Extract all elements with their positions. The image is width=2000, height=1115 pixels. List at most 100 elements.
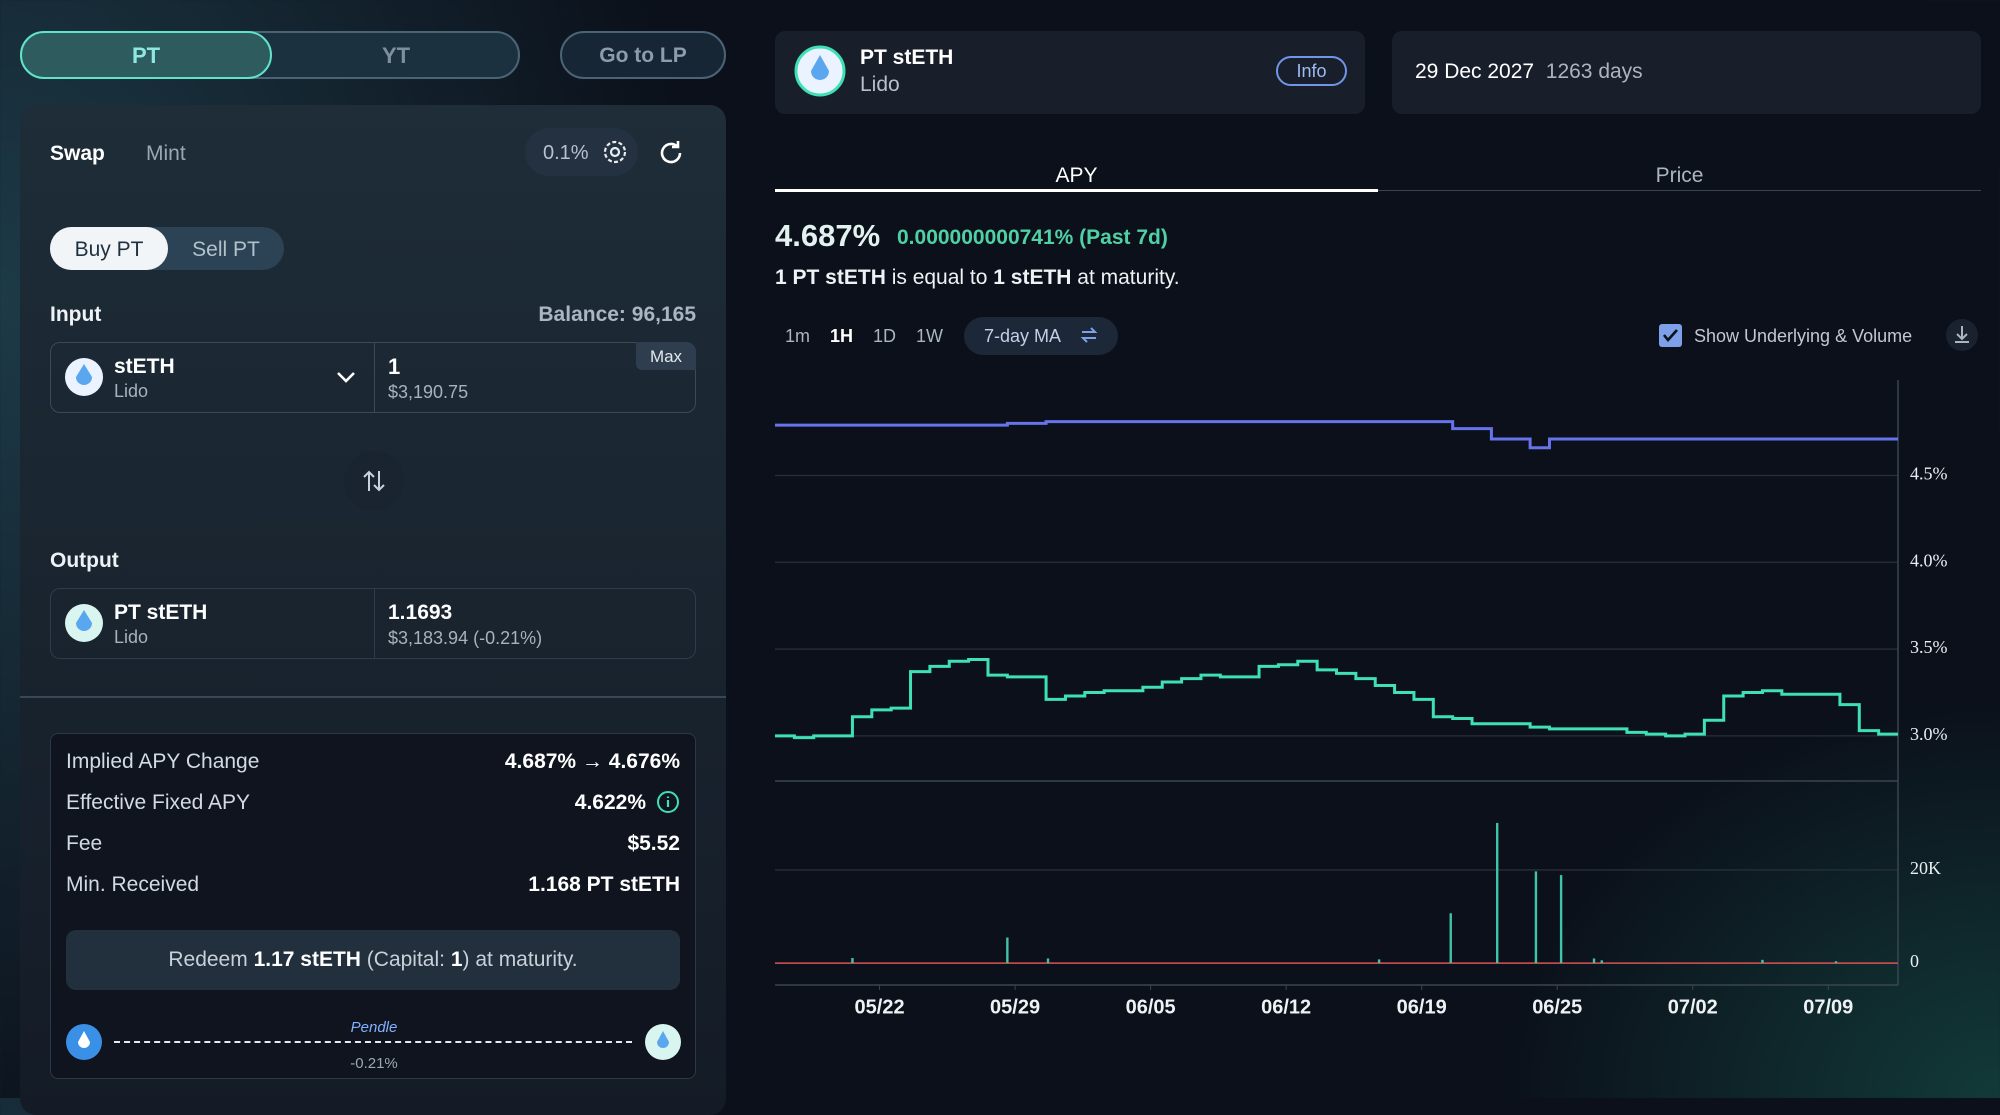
details-box bbox=[50, 733, 696, 1079]
x-tick-label: 05/22 bbox=[855, 996, 905, 1018]
chart: 3.0% 3.5% 4.0% 4.5% 0 20K 05/22 05/29 06/05 06/12… bbox=[775, 380, 1948, 1018]
volume-bar bbox=[1559, 875, 1563, 964]
mode-mint[interactable]: Mint bbox=[146, 142, 186, 165]
swap-icon[interactable] bbox=[1080, 326, 1098, 344]
detail-value: 4.687% → 4.676% bbox=[504, 750, 680, 773]
detail-label: Effective Fixed APY bbox=[66, 791, 251, 814]
download-icon[interactable] bbox=[1945, 318, 1979, 352]
redeem-text: (Capital: bbox=[360, 948, 451, 971]
detail-value: $5.52 bbox=[627, 832, 680, 855]
slippage[interactable]: 0.1% bbox=[543, 142, 589, 164]
output-token: PT stETH bbox=[114, 601, 208, 624]
tab-yt[interactable]: YT bbox=[381, 43, 411, 68]
tab-line bbox=[1378, 190, 1981, 191]
route-impact: -0.21% bbox=[350, 1055, 398, 1072]
input-token[interactable]: stETH bbox=[114, 355, 175, 378]
redeem-text: ) at maturity. bbox=[462, 948, 578, 971]
tab-underline bbox=[775, 189, 1378, 192]
chart-tab[interactable]: Price bbox=[1655, 164, 1704, 187]
info-label[interactable]: Info bbox=[1296, 61, 1327, 81]
ma-label[interactable]: 7-day MA bbox=[984, 326, 1062, 346]
x-tick-label: 06/05 bbox=[1126, 996, 1176, 1018]
timeframe[interactable]: 1H bbox=[830, 326, 854, 346]
note-text: 1 stETH bbox=[993, 266, 1072, 289]
tab-pt[interactable]: PT bbox=[131, 43, 161, 68]
x-tick-label: 07/02 bbox=[1668, 996, 1718, 1018]
maturity-note: 1 PT stETH is equal to 1 stETH at maturi… bbox=[775, 267, 1180, 288]
output-amount: 1.1693 bbox=[388, 601, 453, 624]
input-usd: $3,190.75 bbox=[388, 382, 469, 402]
balance: Balance: 96,165 bbox=[538, 303, 696, 326]
pt-icon bbox=[65, 604, 103, 642]
y-tick-label: 4.0% bbox=[1910, 550, 1948, 570]
flip-icon[interactable] bbox=[360, 467, 388, 495]
apy-value: 4.687% bbox=[775, 218, 881, 253]
volume-bar bbox=[1496, 822, 1499, 964]
divider bbox=[374, 588, 375, 659]
detail-label: Implied APY Change bbox=[66, 750, 260, 773]
line bbox=[775, 657, 1898, 740]
volume-bar bbox=[1377, 959, 1381, 964]
line bbox=[775, 420, 1898, 450]
y-tick-label: 20K bbox=[1910, 858, 1941, 878]
y-tick-label: 4.5% bbox=[1910, 464, 1948, 484]
x-tick-label: 05/29 bbox=[990, 996, 1040, 1018]
chevron[interactable] bbox=[335, 370, 357, 384]
input-label: Input bbox=[50, 303, 102, 326]
info-button[interactable] bbox=[1276, 56, 1347, 86]
side-active[interactable] bbox=[50, 227, 168, 270]
max-button[interactable] bbox=[636, 342, 696, 370]
flip-button[interactable] bbox=[344, 451, 404, 511]
go-lp-label[interactable]: Go to LP bbox=[599, 44, 687, 67]
note-text: at maturity. bbox=[1071, 266, 1180, 289]
note-text: is equal to bbox=[885, 266, 994, 289]
route-line bbox=[114, 1041, 632, 1043]
max-label[interactable]: Max bbox=[649, 347, 683, 366]
volume-bar bbox=[1449, 913, 1452, 964]
output-label: Output bbox=[50, 549, 119, 572]
apy-change: 0.000000000741% (Past 7d) bbox=[897, 226, 1168, 249]
output-usd: $3,183.94 (-0.21%) bbox=[388, 628, 543, 648]
maturity-days: 1263 days bbox=[1545, 60, 1643, 83]
redeem-text: 1 bbox=[450, 948, 463, 971]
refresh-icon[interactable] bbox=[657, 139, 685, 167]
input-amount[interactable]: 1 bbox=[388, 354, 401, 379]
market-token: PT stETH bbox=[860, 46, 954, 69]
redeem-text: 1.17 stETH bbox=[253, 948, 361, 971]
tab-active[interactable] bbox=[20, 31, 272, 79]
timeframe[interactable]: 1m bbox=[785, 326, 811, 346]
detail-value: 4.622% bbox=[574, 791, 646, 814]
output-box bbox=[50, 588, 696, 659]
maturity-card bbox=[1392, 31, 1981, 114]
output-protocol: Lido bbox=[114, 627, 149, 647]
detail-value: 1.168 PT stETH bbox=[528, 873, 680, 896]
go-lp-button[interactable] bbox=[560, 31, 726, 79]
market-protocol: Lido bbox=[860, 73, 900, 96]
y-tick-label: 3.0% bbox=[1910, 724, 1948, 744]
route-icon bbox=[645, 1024, 681, 1060]
route-name: Pendle bbox=[350, 1019, 398, 1036]
chart-tab[interactable]: APY bbox=[1055, 164, 1098, 187]
volume-bar bbox=[1600, 960, 1603, 964]
separator bbox=[20, 696, 726, 698]
info-icon[interactable] bbox=[656, 790, 680, 814]
mode-swap[interactable]: Swap bbox=[50, 142, 105, 165]
gear-icon[interactable] bbox=[601, 138, 629, 166]
x-tick-label: 06/19 bbox=[1397, 996, 1447, 1018]
volume-bar bbox=[1006, 937, 1009, 964]
timeframe[interactable]: 1D bbox=[873, 326, 897, 346]
timeframe[interactable]: 1W bbox=[916, 326, 943, 346]
detail-label: Min. Received bbox=[66, 873, 200, 896]
maturity-date: 29 Dec 2027 bbox=[1415, 60, 1535, 83]
ma-pill[interactable] bbox=[964, 317, 1118, 355]
checkbox[interactable] bbox=[1658, 323, 1683, 348]
x-tick-label: 06/25 bbox=[1532, 996, 1582, 1018]
volume-bar bbox=[1761, 959, 1764, 964]
market-card bbox=[775, 31, 1365, 114]
side-buy[interactable]: Buy PT bbox=[74, 238, 144, 261]
volume-bar bbox=[851, 957, 854, 964]
y-tick-label: 3.5% bbox=[1910, 637, 1948, 657]
side-sell[interactable]: Sell PT bbox=[192, 238, 260, 261]
market-icon bbox=[794, 45, 846, 97]
checkbox-label[interactable]: Show Underlying & Volume bbox=[1694, 326, 1913, 346]
